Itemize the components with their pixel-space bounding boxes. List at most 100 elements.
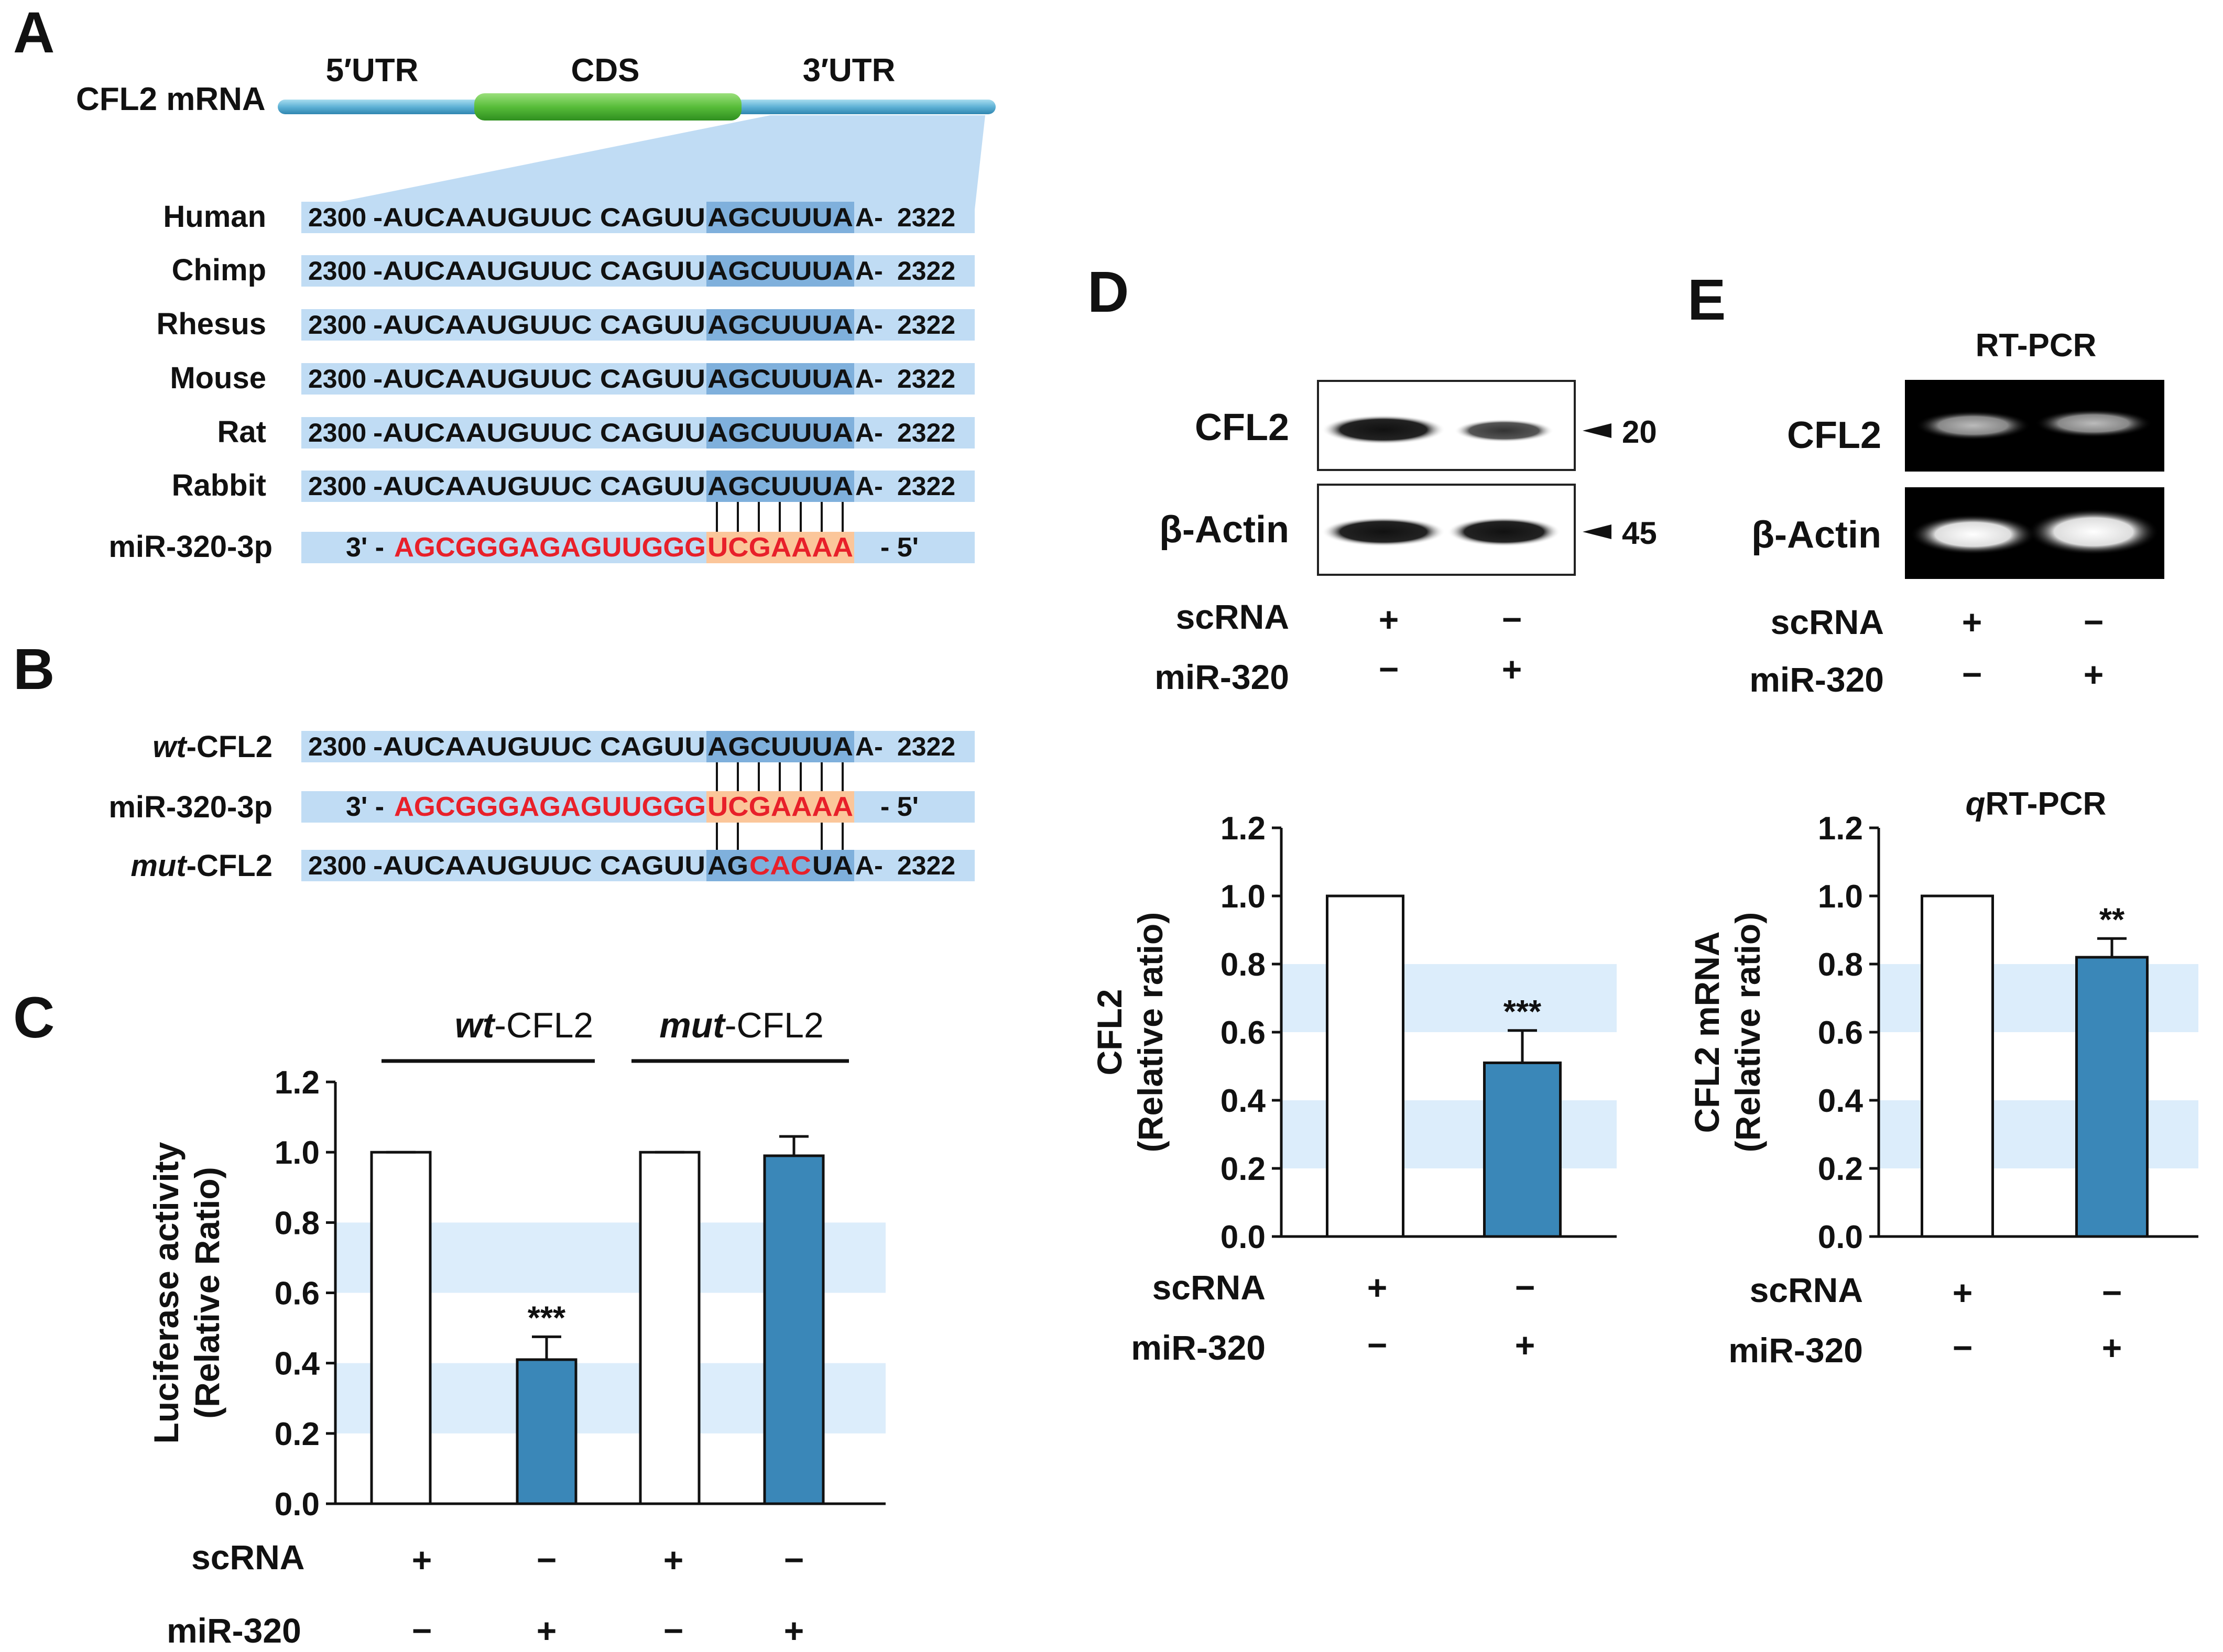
zoom-wedge: [301, 115, 985, 210]
region-3utr-label: 3′UTR: [803, 52, 896, 89]
significance-mark: ***: [1503, 994, 1542, 1030]
row-label-scrna-c: scRNA: [191, 1538, 304, 1577]
blot-sign-mir-d-1: −: [1379, 650, 1399, 688]
sign-mir: −: [1953, 1328, 1973, 1367]
wt-seed-bg: [706, 731, 854, 762]
alignment-row-bg: [301, 417, 975, 448]
alignment-pre: -AUCAAUGUUC CAGUU: [373, 256, 705, 286]
alignment-row-bg: [301, 202, 975, 233]
mirna-seed-a: UCGAAAA: [707, 532, 853, 563]
sign-scrna: +: [1953, 1273, 1973, 1312]
gel-sign-mir-e-1: −: [1962, 655, 1982, 694]
y-axis-label: (Relative Ratio): [188, 1167, 226, 1418]
chart-e: 0.0 0.2 0.4 0.6 0.8 1.0 1.2 CFL2 mRNA (Relative …: [1687, 811, 2198, 1255]
sign-mir: +: [1515, 1326, 1535, 1364]
y-tick-label: 1.2: [1221, 811, 1266, 847]
alignment-start: 2300: [308, 310, 366, 340]
mirna-label-a: miR-320-3p: [108, 530, 273, 564]
blot-row-scrna-d: scRNA: [1176, 597, 1289, 636]
alignment-start: 2300: [308, 418, 366, 447]
signs-d: + − − +: [1367, 1268, 1535, 1364]
marker-20: 20: [1622, 414, 1657, 450]
blot-label-actin: β-Actin: [1159, 509, 1289, 551]
mirna-seed-bg-b: [706, 791, 854, 823]
alignment-end: 2322: [897, 364, 955, 393]
y-tick-label: 0.0: [1818, 1219, 1863, 1255]
wt-label: wt-CFL2: [152, 730, 273, 764]
y-axis-label: Luciferase activity: [147, 1142, 186, 1443]
mirna-suffix-b: - 5': [880, 792, 919, 822]
y-tick-label: 0.4: [1818, 1083, 1864, 1119]
signs-c: + − + − − + − +: [412, 1540, 804, 1650]
y-tick-label: 1.0: [275, 1135, 320, 1171]
mut-post: A-: [855, 851, 883, 880]
alignment-post: A-: [855, 472, 883, 501]
mut-row-bg: [301, 850, 975, 881]
blot-sign-scrna-d-1: +: [1379, 600, 1399, 639]
group-label-mut-italic: mut: [659, 1005, 726, 1045]
mirna-prefix-a: 3' -: [346, 532, 384, 563]
blot-cfl2-band-1: [1322, 415, 1445, 444]
mut-seed-part1: AG: [707, 851, 748, 880]
significance-mark: ***: [528, 1300, 566, 1336]
mut-label: mut-CFL2: [130, 849, 273, 883]
gel-label-actin: β-Actin: [1751, 514, 1881, 556]
alignment-end: 2322: [897, 310, 955, 340]
bar: [2075, 956, 2149, 1238]
row-label-scrna-d: scRNA: [1152, 1268, 1266, 1307]
y-tick-label: 1.2: [1818, 811, 1863, 847]
alignment-row-bg: [301, 471, 975, 502]
mirna-prefix-b: 3' -: [346, 792, 384, 822]
y-tick-label: 0.8: [275, 1205, 320, 1241]
blot-actin-band-1: [1322, 517, 1445, 546]
panel-b: B wt-CFL2 2300 -AUCAAUGUUC CAGUU AGCUUUA…: [13, 637, 975, 883]
alignment-post: A-: [855, 310, 883, 340]
blot-sign-mir-d-2: +: [1502, 650, 1522, 688]
group-label-wt-rest: -CFL2: [494, 1005, 593, 1045]
mirna-row-bg-a: [301, 532, 975, 563]
blot-label-cfl2: CFL2: [1195, 407, 1289, 448]
alignment-rows: Human 2300 -AUCAAUGUUC CAGUU AGCUUUA A- 2322C…: [156, 200, 975, 502]
blot-cfl2-band-2: [1454, 419, 1554, 442]
wt-label-italic: wt: [152, 730, 188, 764]
qpcr-title-rest: RT-PCR: [1986, 786, 2107, 822]
y-tick-label: 0.6: [275, 1276, 320, 1312]
panel-e: E RT-PCR CFL2 β-Actin scRNA miR-320 + − …: [1687, 268, 2198, 1370]
bar: [516, 1358, 577, 1505]
gel-row-mir-e: miR-320: [1749, 660, 1884, 699]
wt-post: A-: [855, 732, 883, 761]
mut-pre: -AUCAAUGUUC CAGUU: [373, 851, 705, 880]
bar: [370, 1151, 432, 1505]
mut-label-rest: -CFL2: [187, 849, 273, 883]
panel-d-letter: D: [1087, 260, 1129, 324]
pairing-lines-b-bottom: [716, 823, 844, 850]
species-label: Mouse: [170, 361, 266, 395]
blot-sign-scrna-d-2: −: [1502, 600, 1522, 639]
y-tick-label: 1.0: [1818, 879, 1863, 915]
wt-label-rest: -CFL2: [187, 730, 273, 764]
mut-seed-mutated: CAC: [749, 851, 811, 880]
marker-45: 45: [1622, 516, 1657, 551]
cds-segment: [474, 93, 742, 121]
alignment-seed-bg: [706, 417, 854, 448]
alignment-row-bg: [301, 255, 975, 287]
sign-scrna: −: [537, 1540, 557, 1579]
alignment-post: A-: [855, 364, 883, 393]
alignment-post: A-: [855, 418, 883, 447]
marker-arrow-45: [1583, 524, 1611, 539]
signs-e: + − − +: [1953, 1273, 2122, 1367]
alignment-seed: AGCUUUA: [707, 203, 853, 232]
mirna-seq-b: AGCGGGAGAGUUGGG: [394, 792, 706, 822]
chart-d: 0.0 0.2 0.4 0.6 0.8 1.0 1.2 CFL2 (Relative ratio…: [1090, 811, 1617, 1255]
mirna-row-b: miR-320-3p 3' - AGCGGGAGAGUUGGG UCGAAAA …: [108, 790, 975, 824]
region-5utr-label: 5′UTR: [326, 52, 419, 89]
group-label-wt: wt-CFL2: [455, 1005, 593, 1045]
panel-a: A CFL2 mRNA 5′UTR CDS 3′UTR Human 2300 -AU…: [13, 1, 996, 564]
sign-scrna: +: [412, 1540, 432, 1579]
y-axis-label: CFL2 mRNA: [1687, 931, 1726, 1133]
alignment-start: 2300: [308, 203, 366, 232]
mirna-seq-a: AGCGGGAGAGUUGGG: [394, 532, 706, 563]
mut-end: 2322: [897, 851, 955, 880]
alignment-start: 2300: [308, 472, 366, 501]
y-axis-label: (Relative ratio): [1131, 912, 1170, 1152]
